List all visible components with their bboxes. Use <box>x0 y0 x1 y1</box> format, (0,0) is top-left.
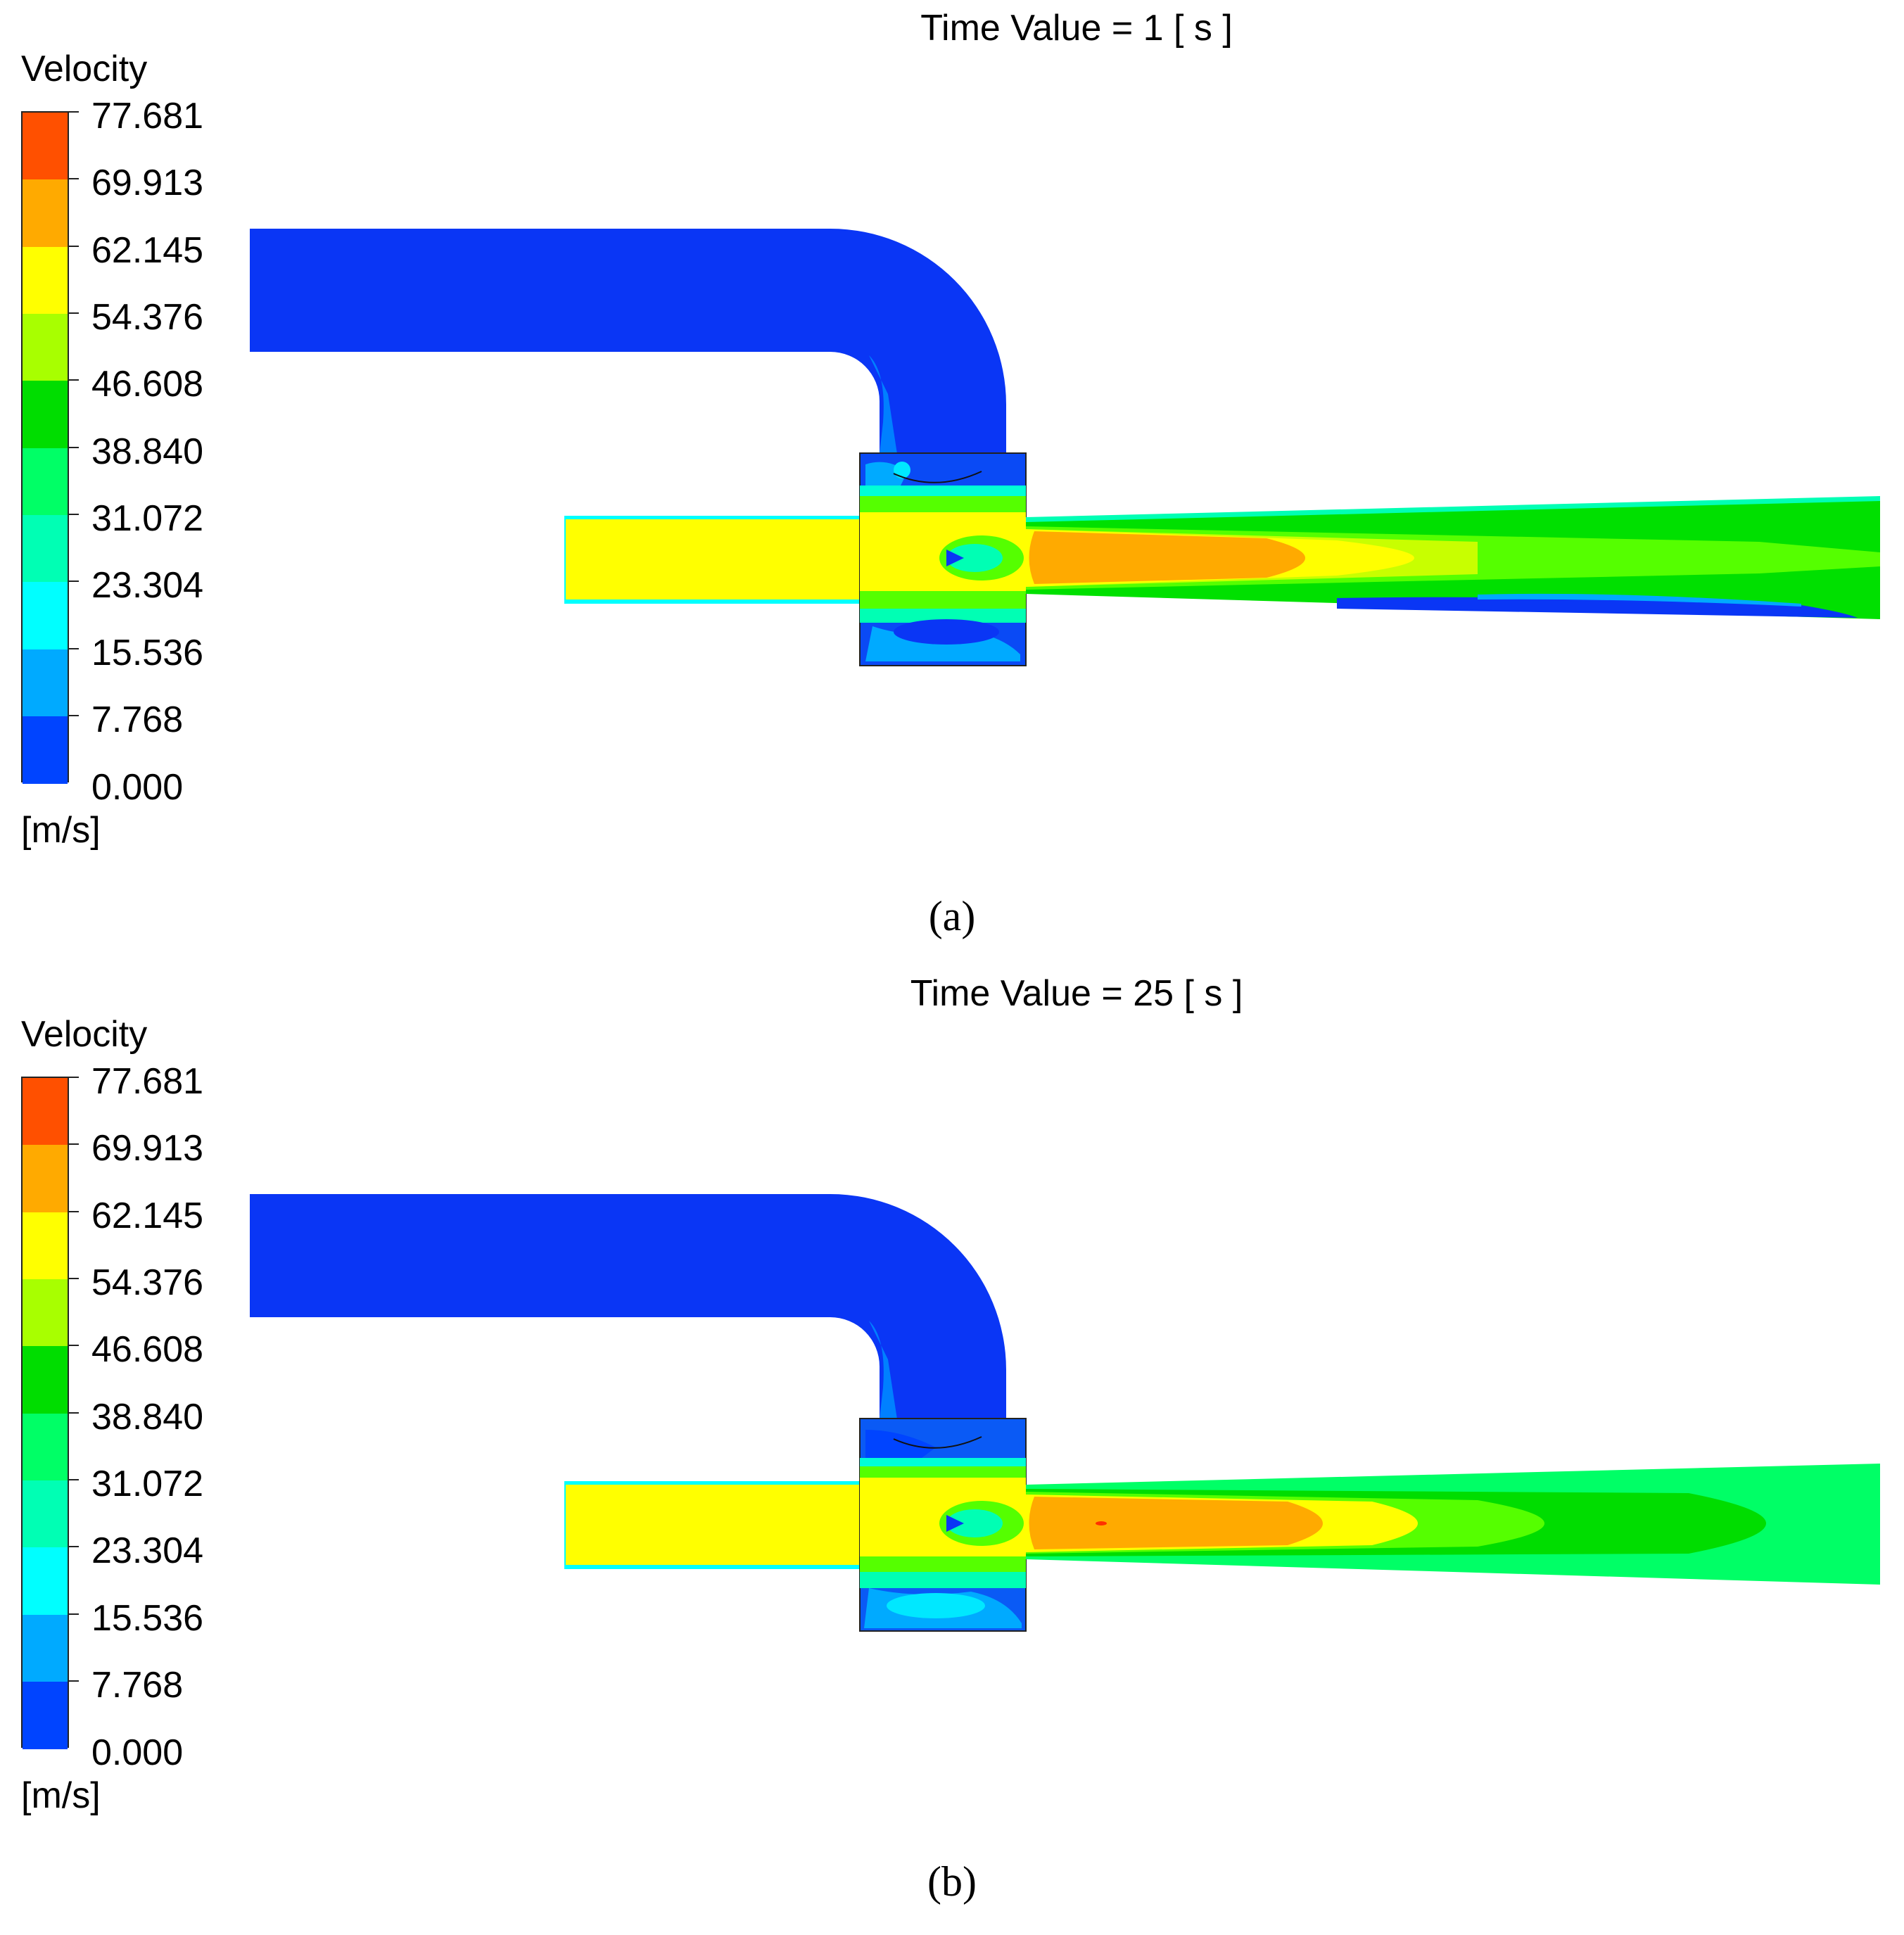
legend-tick-label: 0.000 <box>91 767 184 808</box>
legend-tick-label: 46.608 <box>91 364 204 405</box>
inlet-elbow-pipe <box>250 1194 1006 1419</box>
legend-title: Velocity <box>21 49 148 89</box>
legend-tick-label: 38.840 <box>91 431 204 472</box>
panel-b: Time Value = 25 [ s ] Velocity 77.681 69… <box>0 965 1904 1933</box>
legend-tick-label: 77.681 <box>91 96 204 137</box>
legend-tick-label: 23.304 <box>91 565 204 606</box>
velocity-contour-plot <box>250 229 1880 666</box>
legend-tick-label: 0.000 <box>91 1732 184 1773</box>
legend-tick-label: 77.681 <box>91 1061 204 1102</box>
velocity-contour-plot <box>250 1194 1880 1632</box>
time-value-title: Time Value = 1 [ s ] <box>920 8 1233 49</box>
legend-tick-label: 69.913 <box>91 1128 204 1169</box>
legend-unit: [m/s] <box>21 1775 101 1816</box>
time-value-title: Time Value = 25 [ s ] <box>910 973 1243 1014</box>
legend-tick-label: 31.072 <box>91 1464 204 1504</box>
legend-tick-label: 31.072 <box>91 498 204 539</box>
panel-a: Time Value = 1 [ s ] Velocity 77.681 69.… <box>21 8 1880 939</box>
velocity-colorbar <box>21 1077 69 1749</box>
legend-unit: [m/s] <box>21 810 101 851</box>
legend-tick-label: 38.840 <box>91 1397 204 1438</box>
legend-tick-label: 7.768 <box>91 1665 184 1706</box>
legend-tick-label: 7.768 <box>91 699 184 740</box>
legend-tick-label: 54.376 <box>91 297 204 338</box>
legend-tick-label: 69.913 <box>91 163 204 203</box>
legend-tick-label: 46.608 <box>91 1329 204 1370</box>
legend-tick-label: 62.145 <box>91 230 204 271</box>
legend-title: Velocity <box>21 1014 148 1055</box>
panel-caption: (b) <box>927 1858 977 1905</box>
panel-caption: (a) <box>928 893 976 939</box>
inlet-elbow-pipe <box>250 229 1006 454</box>
legend-tick-label: 54.376 <box>91 1262 204 1303</box>
velocity-colorbar <box>21 111 69 784</box>
legend-tick-label: 15.536 <box>91 633 204 673</box>
legend-tick-label: 15.536 <box>91 1598 204 1639</box>
legend-tick-label: 23.304 <box>91 1530 204 1571</box>
legend-tick-label: 62.145 <box>91 1195 204 1236</box>
